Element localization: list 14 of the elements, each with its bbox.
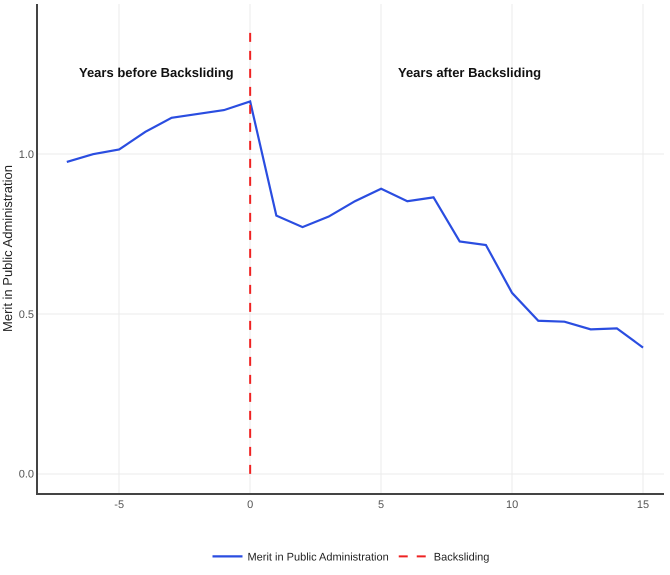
x-tick-label: 0 <box>247 498 254 511</box>
x-tick-label: 15 <box>636 498 650 511</box>
legend-label: Backsliding <box>434 552 490 564</box>
y-axis-title: Merit in Public Administration <box>0 165 15 332</box>
annotation: Years after Backsliding <box>398 65 542 80</box>
annotation: Years before Backsliding <box>79 65 234 80</box>
y-tick-label: 0.0 <box>18 468 34 481</box>
y-tick-label: 1.0 <box>18 149 34 162</box>
x-tick-label: 5 <box>378 498 384 511</box>
x-tick-label: -5 <box>114 498 124 511</box>
legend-label: Merit in Public Administration <box>248 552 389 564</box>
line-series <box>66 100 644 349</box>
y-tick-label: 0.5 <box>18 308 34 321</box>
x-tick-label: 10 <box>506 498 518 511</box>
